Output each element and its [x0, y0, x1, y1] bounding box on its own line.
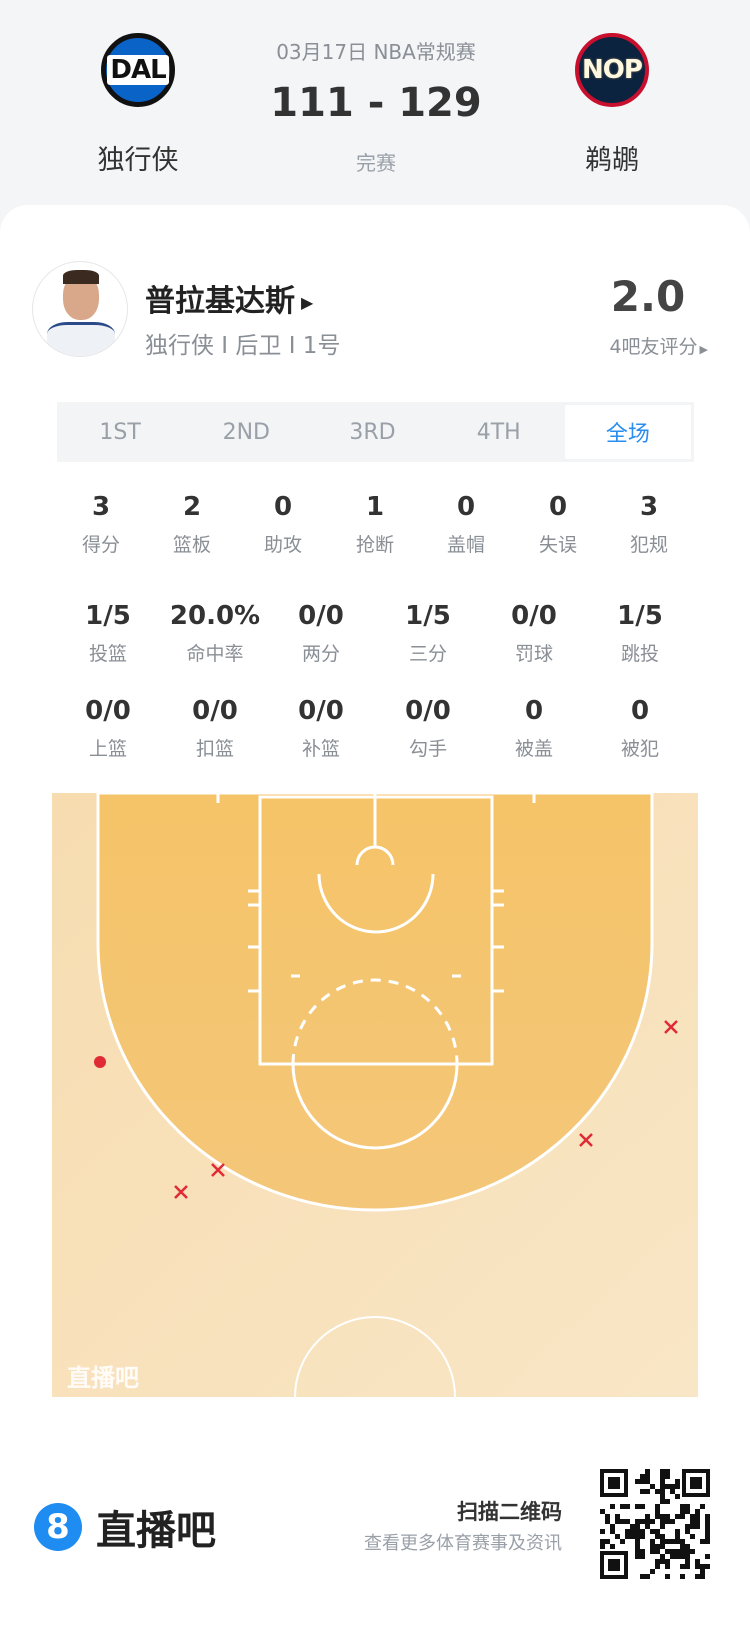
- stat-value: 0/0: [298, 696, 344, 726]
- hoop: [355, 845, 395, 866]
- stat-value: 3: [639, 492, 659, 522]
- stat-label: 被犯: [620, 738, 660, 760]
- player-info: 独行侠 I 后卫 I 1号: [145, 333, 341, 359]
- stat-value: 0: [273, 492, 293, 522]
- stat-value: 3: [91, 492, 111, 522]
- stat-value: 1/5: [405, 601, 451, 631]
- free-throw-circle-top: [291, 978, 459, 1065]
- shot-chart: 直播吧: [52, 791, 698, 1398]
- stat-label: 罚球: [514, 643, 554, 665]
- home-abbr: DAL: [107, 55, 169, 85]
- stat-label: 上篮: [88, 738, 128, 760]
- nop-team-logo[interactable]: NOP: [575, 33, 649, 107]
- dal-team-logo[interactable]: DAL: [101, 33, 175, 107]
- qr-code[interactable]: [600, 1469, 711, 1579]
- tab-3rd[interactable]: 3RD: [349, 419, 396, 445]
- missed-shot-marker: [174, 1185, 188, 1199]
- stat-value: 0: [548, 492, 568, 522]
- brand-name: 直播吧: [96, 1508, 216, 1554]
- stat-value: 0/0: [192, 696, 238, 726]
- missed-shot-marker: [211, 1163, 225, 1177]
- stat-value: 0/0: [298, 601, 344, 631]
- basketball-court: [52, 791, 698, 1398]
- stat-value: 0: [456, 492, 476, 522]
- made-shot-marker: [94, 1056, 106, 1068]
- stat-value: 0/0: [511, 601, 557, 631]
- stat-label: 补篮: [301, 738, 341, 760]
- stat-label: 失误: [538, 534, 578, 556]
- stat-value: 1/5: [85, 601, 131, 631]
- caret-right-icon: ▶: [699, 343, 708, 356]
- game-score: 111 - 129: [270, 80, 482, 126]
- lane-hash-marks: [216, 793, 536, 993]
- stat-label: 三分: [408, 643, 448, 665]
- stat-value: 0: [630, 696, 650, 726]
- player-rating: 2.0: [610, 272, 686, 321]
- stat-value: 20.0%: [169, 601, 261, 631]
- away-team-name: 鹈鹕: [585, 145, 639, 176]
- game-status: 完赛: [356, 151, 396, 175]
- stat-label: 得分: [81, 534, 121, 556]
- stat-value: 1: [365, 492, 385, 522]
- stat-label: 助攻: [263, 534, 303, 556]
- stat-value: 1/5: [617, 601, 663, 631]
- player-name: 普拉基达斯: [145, 284, 295, 319]
- stat-label: 投篮: [88, 643, 128, 665]
- stat-label: 扣篮: [195, 738, 235, 760]
- away-abbr: NOP: [582, 55, 643, 85]
- stat-value: 0/0: [405, 696, 451, 726]
- tab-full-game[interactable]: 全场: [564, 405, 692, 459]
- tab-1st[interactable]: 1ST: [99, 419, 141, 445]
- three-point-line: [96, 791, 654, 1212]
- missed-shot-marker: [664, 1020, 678, 1034]
- stat-value: 2: [182, 492, 202, 522]
- rating-label: 4吧友评分: [609, 336, 698, 358]
- scan-subtitle: 查看更多体育赛事及资讯: [364, 1533, 562, 1554]
- free-throw-circle-bottom: [291, 1063, 459, 1150]
- stat-value: 0/0: [85, 696, 131, 726]
- home-team-name: 独行侠: [97, 145, 179, 176]
- caret-right-icon: ▶: [301, 293, 314, 312]
- shot-markers: [94, 1020, 678, 1199]
- stat-label: 抢断: [355, 534, 395, 556]
- player-avatar[interactable]: [32, 261, 128, 357]
- rating-link[interactable]: 4吧友评分 ▶: [609, 332, 708, 359]
- stat-value: 0: [524, 696, 544, 726]
- period-tabs: 1ST 2ND 3RD 4TH 全场: [57, 402, 694, 462]
- tab-2nd[interactable]: 2ND: [222, 419, 270, 445]
- stat-label: 被盖: [514, 738, 554, 760]
- game-date-league: 03月17日 NBA常规赛: [276, 40, 476, 64]
- scan-title: 扫描二维码: [457, 1500, 562, 1524]
- tab-4th[interactable]: 4TH: [476, 419, 521, 445]
- stat-label: 犯规: [629, 534, 669, 556]
- restricted-area: [317, 873, 435, 934]
- stat-label: 篮板: [172, 534, 212, 556]
- stat-label: 盖帽: [446, 534, 486, 556]
- stat-label: 跳投: [620, 643, 660, 665]
- missed-shot-marker: [579, 1133, 593, 1147]
- watermark: 直播吧: [67, 1364, 139, 1392]
- center-circle: [294, 1316, 456, 1398]
- stat-label: 勾手: [408, 738, 448, 760]
- stat-label: 命中率: [186, 643, 244, 665]
- stat-label: 两分: [301, 643, 341, 665]
- brand-logo[interactable]: 8 直播吧: [34, 1498, 216, 1556]
- player-name-link[interactable]: 普拉基达斯 ▶: [145, 276, 313, 320]
- brand-8-icon: 8: [34, 1503, 82, 1551]
